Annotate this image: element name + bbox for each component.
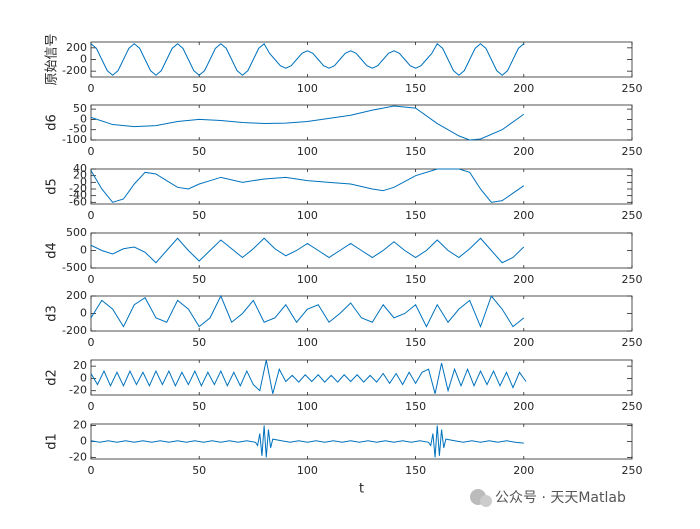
y-tick-label: 0 [80, 112, 87, 125]
x-tick-label: 50 [192, 336, 206, 349]
y-tick-label: 0 [80, 435, 87, 448]
y-tick-label: -200 [62, 64, 87, 77]
signal-line [90, 294, 525, 329]
y-tick-label: 0 [80, 53, 87, 66]
x-tick-label: 150 [405, 464, 426, 477]
y-axis-label: d3 [45, 305, 60, 322]
x-tick-label: 200 [513, 145, 534, 158]
y-axis-label: d1 [45, 433, 60, 450]
y-tick-label: 0 [80, 244, 87, 257]
x-tick-label: 200 [513, 464, 534, 477]
x-tick-label: 0 [88, 336, 95, 349]
y-tick-label: -20 [69, 182, 87, 195]
y-tick-label: 500 [66, 226, 87, 239]
watermark: 公众号 · 天天Matlab [470, 489, 626, 507]
x-tick-label: 0 [88, 464, 95, 477]
y-axis-label: d2 [45, 369, 60, 386]
x-tick-label: 50 [192, 209, 206, 222]
x-tick-label: 100 [297, 82, 318, 95]
x-tick-label: 0 [88, 82, 95, 95]
axes-box [90, 295, 633, 332]
y-tick-label: 200 [66, 289, 87, 302]
signal-line [90, 237, 525, 264]
x-axis-label: t [359, 482, 364, 497]
x-tick-label: 150 [405, 400, 426, 413]
y-tick-label: 0 [80, 307, 87, 320]
x-tick-label: 250 [622, 82, 643, 95]
x-tick-label: 0 [88, 209, 95, 222]
x-tick-label: 0 [88, 273, 95, 286]
y-tick-label: -500 [62, 261, 87, 274]
y-tick-label: 0 [80, 371, 87, 384]
x-tick-label: 250 [622, 209, 643, 222]
x-tick-label: 0 [88, 145, 95, 158]
x-tick-label: 200 [513, 336, 534, 349]
signal-line [90, 42, 525, 76]
x-tick-label: 50 [192, 273, 206, 286]
x-tick-label: 0 [88, 400, 95, 413]
x-tick-label: 250 [622, 464, 643, 477]
x-tick-label: 250 [622, 273, 643, 286]
y-tick-label: -20 [69, 450, 87, 463]
x-tick-label: 100 [297, 400, 318, 413]
x-tick-label: 50 [192, 400, 206, 413]
axes-box [90, 359, 633, 396]
y-tick-label: -40 [69, 189, 87, 202]
signal-line [90, 105, 525, 141]
x-tick-label: 200 [513, 209, 534, 222]
x-tick-label: 150 [405, 336, 426, 349]
x-tick-label: 100 [297, 273, 318, 286]
signal-line [90, 168, 525, 203]
y-tick-label: -200 [62, 324, 87, 337]
x-tick-label: 100 [297, 145, 318, 158]
x-tick-label: 150 [405, 273, 426, 286]
y-axis-label: d5 [45, 178, 60, 195]
y-axis-label: 原始信号 [45, 33, 60, 85]
y-tick-label: 20 [73, 419, 87, 432]
y-axis-label: d6 [45, 114, 60, 131]
x-tick-label: 250 [622, 400, 643, 413]
x-tick-label: 250 [622, 336, 643, 349]
x-tick-label: 50 [192, 82, 206, 95]
x-tick-label: 200 [513, 273, 534, 286]
x-tick-label: 200 [513, 400, 534, 413]
signal-line [90, 425, 524, 458]
y-tick-label: -100 [62, 133, 87, 146]
x-tick-label: 50 [192, 464, 206, 477]
y-tick-label: -60 [69, 195, 87, 208]
y-tick-label: -50 [69, 123, 87, 136]
axes-box [90, 104, 633, 141]
x-tick-label: 50 [192, 145, 206, 158]
signal-line [90, 359, 527, 394]
x-tick-label: 250 [622, 145, 643, 158]
x-tick-label: 200 [513, 82, 534, 95]
x-tick-label: 100 [297, 464, 318, 477]
watermark-icon [480, 495, 492, 507]
y-tick-label: 20 [73, 359, 87, 372]
x-tick-label: 100 [297, 209, 318, 222]
y-tick-label: -20 [69, 384, 87, 397]
y-tick-label: 40 [73, 162, 87, 175]
x-tick-label: 100 [297, 336, 318, 349]
x-tick-label: 150 [405, 145, 426, 158]
y-axis-label: d4 [45, 242, 60, 259]
x-tick-label: 150 [405, 82, 426, 95]
x-tick-label: 150 [405, 209, 426, 222]
y-tick-label: 200 [66, 41, 87, 54]
y-tick-label: 20 [73, 169, 87, 182]
y-tick-label: 50 [73, 102, 87, 115]
y-tick-label: 0 [80, 175, 87, 188]
watermark-text: 公众号 · 天天Matlab [495, 490, 626, 506]
